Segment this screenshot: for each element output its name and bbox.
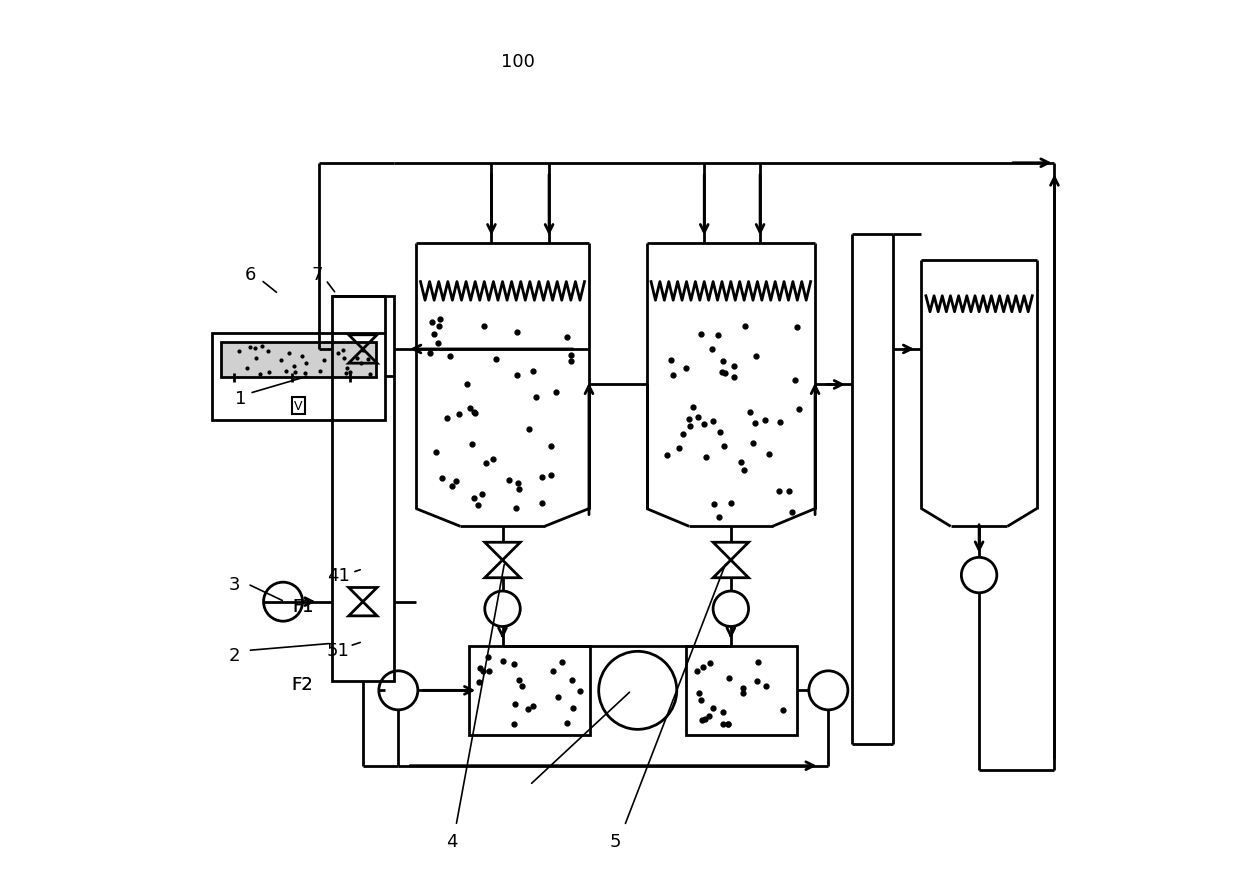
Text: F1: F1 <box>291 597 314 615</box>
Text: V: V <box>294 400 303 413</box>
Text: 4: 4 <box>446 832 458 850</box>
Text: F2: F2 <box>291 675 314 694</box>
Text: 3: 3 <box>228 576 241 594</box>
Bar <box>469 646 590 735</box>
Text: 6: 6 <box>244 266 255 283</box>
Bar <box>221 342 376 378</box>
Text: 7: 7 <box>311 266 322 283</box>
Text: 100: 100 <box>501 53 534 71</box>
Text: 1: 1 <box>234 389 247 408</box>
Bar <box>212 333 386 420</box>
Text: 2: 2 <box>228 646 241 664</box>
Text: 41: 41 <box>326 567 350 585</box>
Text: F1: F1 <box>291 597 314 615</box>
Text: 5: 5 <box>610 832 621 850</box>
Text: 51: 51 <box>326 642 350 660</box>
Bar <box>332 297 394 682</box>
Bar <box>686 646 797 735</box>
Text: F2: F2 <box>291 675 314 694</box>
